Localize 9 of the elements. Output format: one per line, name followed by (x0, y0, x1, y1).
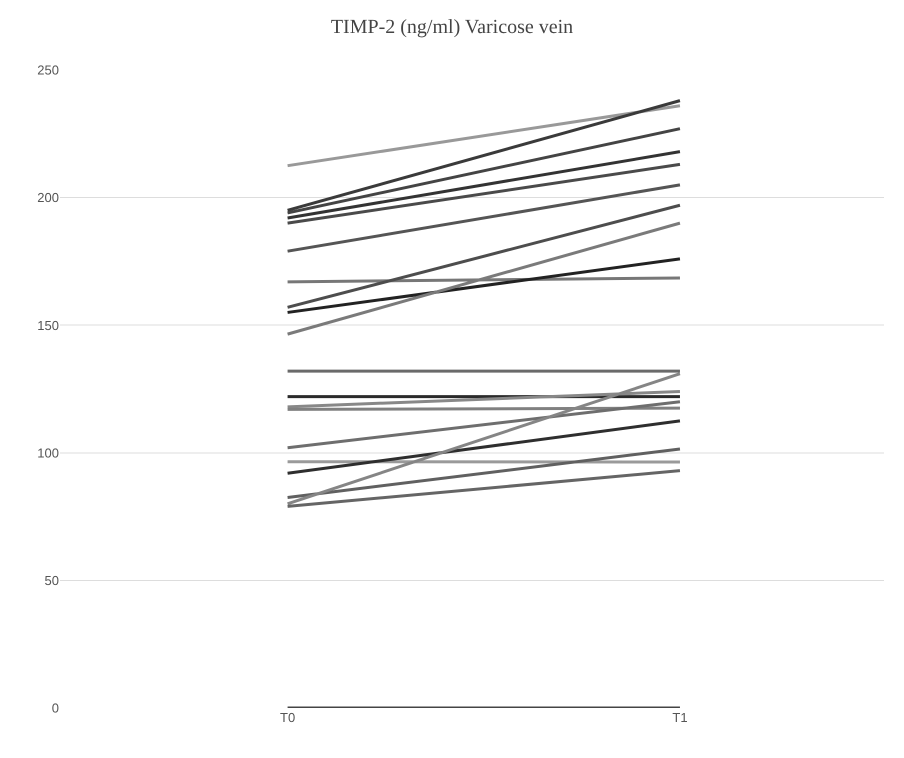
y-tick-label: 0 (52, 700, 59, 716)
y-tick-label: 100 (37, 445, 59, 460)
x-tick-label: T0 (280, 710, 296, 725)
y-tick-label: 200 (37, 190, 59, 206)
x-tick-label: T1 (672, 710, 688, 725)
y-tick-label: 150 (37, 318, 59, 333)
chart-title: TIMP-2 (ng/ml) Varicose vein (330, 16, 574, 38)
y-tick-label: 50 (44, 572, 59, 588)
y-tick-label: 250 (37, 62, 59, 78)
